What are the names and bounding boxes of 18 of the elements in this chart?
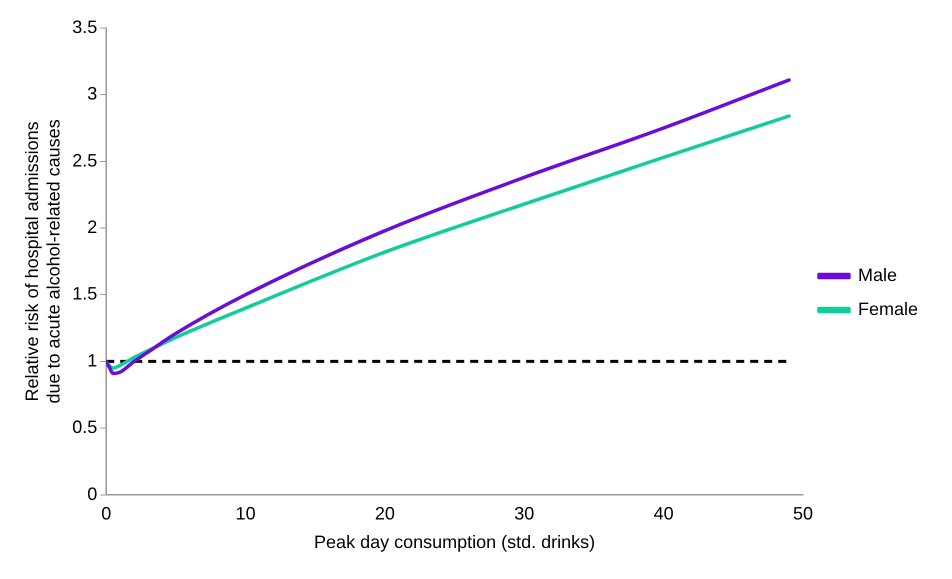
x-axis-title: Peak day consumption (std. drinks): [314, 532, 596, 552]
y-tick-label: 3: [87, 84, 98, 104]
x-tick-label: 50: [792, 504, 813, 524]
y-tick-label: 2.5: [72, 150, 98, 170]
x-tick-label: 30: [514, 504, 534, 524]
y-tick-label: 0: [87, 484, 98, 504]
y-tick-label: 1: [87, 350, 98, 370]
x-tick-label: 40: [654, 504, 674, 524]
y-tick-label: 3.5: [72, 16, 98, 37]
y-tick-label: 0.5: [72, 417, 98, 438]
y-tick-label: 2: [87, 217, 98, 238]
x-tick-label: 20: [374, 504, 395, 524]
x-tick-label: 0: [101, 504, 112, 524]
legend-label: Female: [858, 298, 918, 319]
x-tick-label: 10: [236, 504, 256, 524]
legend-label: Male: [858, 264, 897, 285]
y-tick-label: 1.5: [72, 284, 98, 304]
y-axis-title: Relative risk of hospital admissions due to acute alcohol-related causes: [22, 119, 64, 404]
